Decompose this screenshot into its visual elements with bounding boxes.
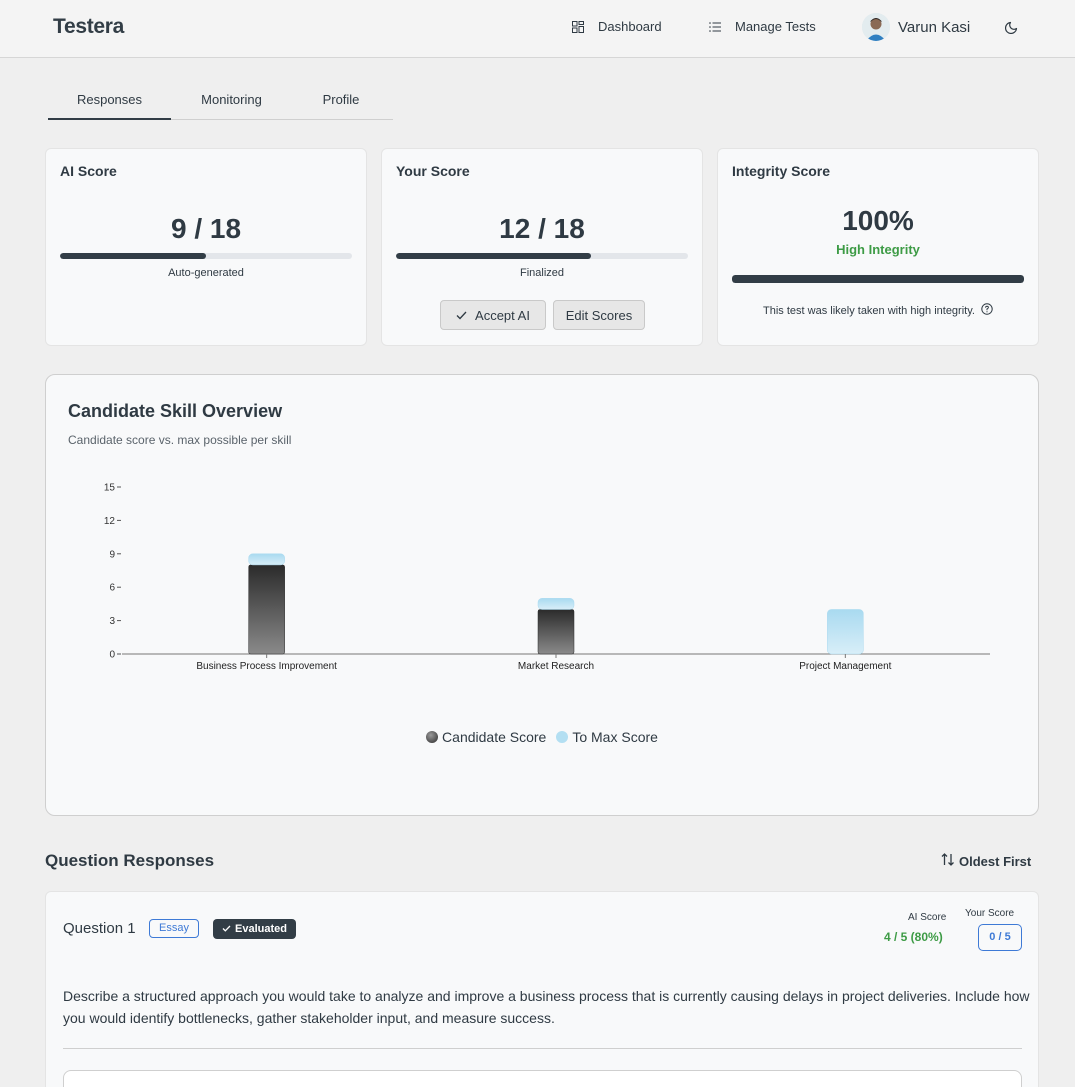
sort-button[interactable]: Oldest First	[941, 853, 1031, 869]
bar-to-max-score	[248, 553, 285, 566]
x-tick-label: Market Research	[518, 661, 594, 672]
check-icon	[222, 919, 231, 939]
question-your-score-input[interactable]: 0 / 5	[978, 924, 1022, 951]
chart-subtitle: Candidate score vs. max possible per ski…	[68, 433, 292, 447]
x-tick-label: Business Process Improvement	[196, 661, 337, 672]
question-ai-score-label: AI Score	[908, 912, 947, 923]
status-badge-label: Evaluated	[235, 923, 287, 935]
legend-swatch-dark	[426, 731, 439, 743]
y-tick-label: 15	[104, 483, 116, 494]
ai-score-value: 9 / 18	[170, 213, 242, 244]
integrity-status: High Integrity	[836, 242, 920, 257]
sort-icon	[941, 853, 955, 869]
legend-candidate-score[interactable]: Candidate Score	[426, 729, 546, 745]
integrity-title: Integrity Score	[732, 163, 831, 179]
integrity-progress-fill	[732, 275, 1024, 283]
bar-candidate-score	[248, 564, 285, 655]
top-navbar: Testera Dashboard Manage Tests Varun Kas…	[0, 0, 1075, 58]
your-score-caption: Finalized	[519, 267, 565, 279]
nav-manage-tests[interactable]: Manage Tests	[709, 19, 816, 34]
bar-candidate-score	[537, 609, 575, 655]
integrity-score-card: Integrity Score 100% High Integrity This…	[717, 148, 1039, 346]
y-tick-label: 6	[109, 583, 115, 594]
status-badge: Evaluated	[213, 919, 296, 939]
integrity-value: 100%	[842, 205, 914, 236]
bar-to-max-score	[537, 598, 575, 610]
moon-icon[interactable]	[1004, 20, 1019, 39]
legend-swatch-light	[556, 731, 569, 743]
edit-scores-button[interactable]: Edit Scores	[553, 300, 645, 330]
tab-bar: Responses Monitoring Profile	[48, 86, 393, 120]
legend-candidate-label: Candidate Score	[442, 729, 547, 745]
sort-label: Oldest First	[959, 853, 1032, 869]
question-card: Question 1 Essay Evaluated AI Score 4 / …	[45, 891, 1039, 1087]
your-score-progress-fill	[396, 253, 591, 259]
ai-score-progress-fill	[60, 253, 206, 259]
question-text: Describe a structured approach you would…	[63, 988, 1030, 1026]
y-tick-label: 0	[109, 650, 115, 661]
question-ai-score-value: 4 / 5 (80%)	[884, 930, 943, 944]
accept-ai-label: Accept AI	[475, 307, 530, 323]
legend-to-max-label: To Max Score	[572, 729, 658, 745]
chart-title: Candidate Skill Overview	[68, 401, 283, 421]
nav-manage-tests-label: Manage Tests	[735, 19, 816, 34]
ai-score-progress	[60, 253, 352, 259]
integrity-note-row: This test was likely taken with high int…	[718, 303, 1038, 318]
tab-profile[interactable]: Profile	[322, 92, 360, 107]
your-score-value: 12 / 18	[499, 213, 585, 244]
avatar	[862, 13, 890, 41]
dashboard-icon	[572, 20, 584, 33]
ai-score-caption: Auto-generated	[168, 267, 244, 279]
bar-to-max-score	[827, 609, 864, 655]
your-score-card: Your Score 12 / 18 Finalized Accept AI E…	[381, 148, 703, 346]
accept-ai-button[interactable]: Accept AI	[440, 300, 546, 330]
x-tick-label: Project Management	[799, 661, 891, 672]
question-divider	[63, 1048, 1022, 1049]
chart-legend: Candidate Score To Max Score	[46, 729, 1038, 745]
skill-bar-chart: 0 3 6 9 12 15 Business Process Improvement Mark…	[104, 483, 990, 672]
y-tick-label: 3	[109, 616, 115, 627]
ai-score-title: AI Score	[60, 163, 117, 179]
y-tick-label: 12	[104, 516, 116, 527]
tab-responses[interactable]: Responses	[48, 86, 171, 120]
user-menu[interactable]: Varun Kasi	[862, 13, 970, 41]
answer-box	[63, 1070, 1022, 1087]
question-title: Question 1	[63, 920, 136, 937]
nav-dashboard-label: Dashboard	[598, 19, 662, 34]
integrity-progress	[732, 275, 1024, 283]
ai-score-card: AI Score 9 / 18 Auto-generated	[45, 148, 367, 346]
tab-monitoring[interactable]: Monitoring	[201, 92, 262, 107]
user-name: Varun Kasi	[898, 18, 971, 36]
question-your-score-label: Your Score	[965, 908, 1015, 919]
your-score-progress	[396, 253, 688, 259]
brand-logo[interactable]: Testera	[53, 15, 125, 38]
legend-to-max-score[interactable]: To Max Score	[556, 729, 658, 745]
check-icon	[456, 308, 467, 323]
y-tick-label: 9	[109, 549, 115, 560]
list-icon	[709, 21, 721, 32]
integrity-note: This test was likely taken with high int…	[763, 304, 975, 317]
help-icon[interactable]	[981, 303, 993, 318]
nav-dashboard[interactable]: Dashboard	[572, 19, 662, 34]
question-responses-title: Question Responses	[45, 851, 215, 870]
question-type-badge: Essay	[149, 919, 199, 938]
skill-overview-card: Candidate Skill Overview Candidate score…	[45, 374, 1039, 816]
your-score-title: Your Score	[396, 163, 470, 179]
